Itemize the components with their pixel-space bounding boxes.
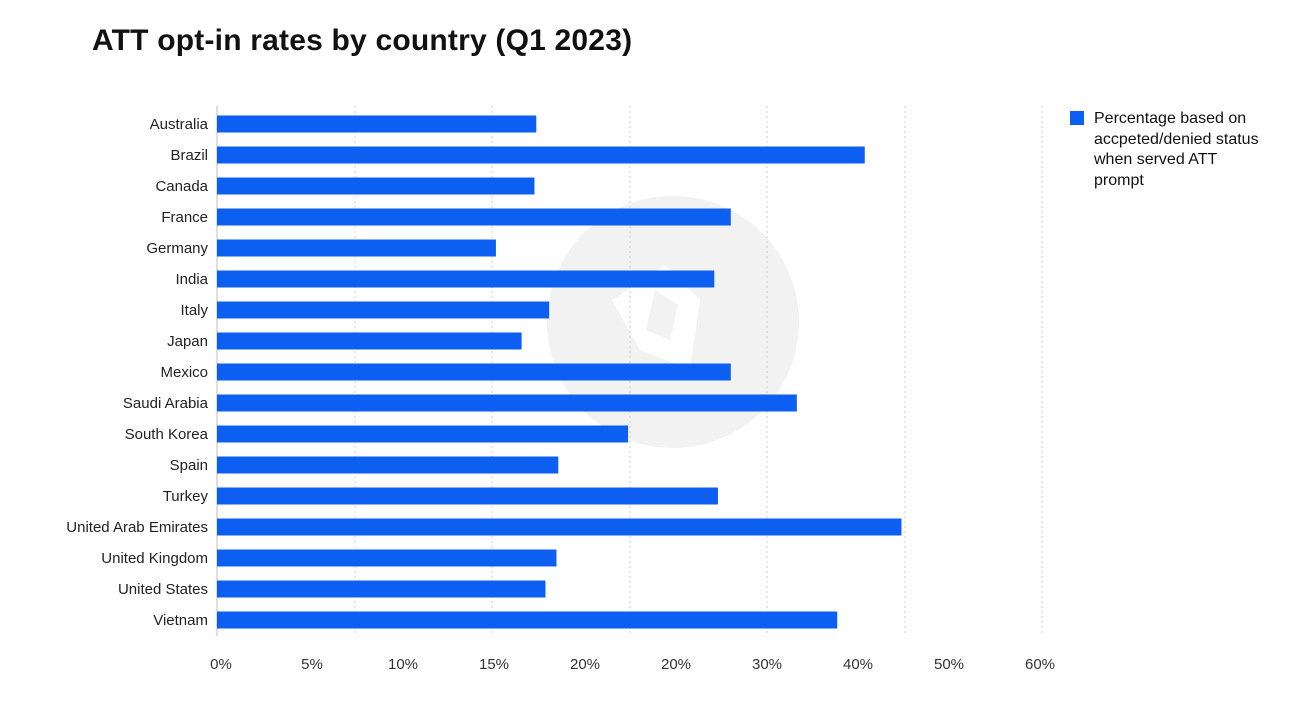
bar (217, 580, 546, 598)
watermark-circle (547, 196, 799, 448)
category-label: Japan (167, 333, 208, 350)
x-tick-label: 20% (661, 656, 691, 673)
bar (217, 549, 557, 567)
category-label: Germany (146, 240, 208, 257)
chart-title: ATT opt-in rates by country (Q1 2023) (92, 24, 633, 57)
bar (217, 611, 838, 629)
x-tick-label: 5% (301, 656, 323, 673)
bar (217, 270, 715, 288)
x-axis-tick-labels: 0% 5% 10% 15% 20% 20% 30% 40% 50% 60% (210, 656, 1055, 673)
bar (217, 146, 865, 164)
legend-label: Percentage based on accpeted/denied stat… (1094, 110, 1259, 189)
bar (217, 332, 522, 350)
bar (217, 487, 718, 505)
category-label: France (161, 209, 208, 226)
bars (217, 115, 902, 629)
legend-swatch (1070, 111, 1084, 125)
category-labels: Australia Brazil Canada France Germany India I… (66, 116, 208, 629)
category-label: Vietnam (153, 612, 208, 629)
x-tick-label: 30% (752, 656, 782, 673)
category-label: Turkey (163, 488, 209, 505)
category-label: Brazil (170, 147, 208, 164)
bar (217, 177, 535, 195)
watermark-logo (547, 196, 799, 448)
bar (217, 425, 629, 443)
category-label: Canada (155, 178, 208, 195)
bar (217, 394, 797, 412)
category-label: United Kingdom (101, 550, 208, 567)
category-label: Saudi Arabia (123, 395, 209, 412)
bar (217, 363, 731, 381)
watermark-mark (612, 265, 700, 370)
bar (217, 239, 496, 257)
category-label: South Korea (125, 426, 209, 443)
x-tick-label: 20% (570, 656, 600, 673)
category-label: Mexico (160, 364, 208, 381)
category-label: United States (118, 581, 208, 598)
category-label: Spain (170, 457, 208, 474)
category-label: United Arab Emirates (66, 519, 208, 536)
bar (217, 518, 902, 536)
bar (217, 208, 731, 226)
x-tick-label: 15% (479, 656, 509, 673)
x-tick-label: 60% (1025, 656, 1055, 673)
bar (217, 301, 550, 319)
category-label: India (175, 271, 208, 288)
bar (217, 115, 537, 133)
x-tick-label: 40% (843, 656, 873, 673)
x-tick-label: 10% (388, 656, 418, 673)
category-label: Australia (150, 116, 209, 133)
category-label: Italy (180, 302, 208, 319)
bar (217, 456, 559, 474)
x-tick-label: 0% (210, 656, 232, 673)
x-tick-label: 50% (934, 656, 964, 673)
